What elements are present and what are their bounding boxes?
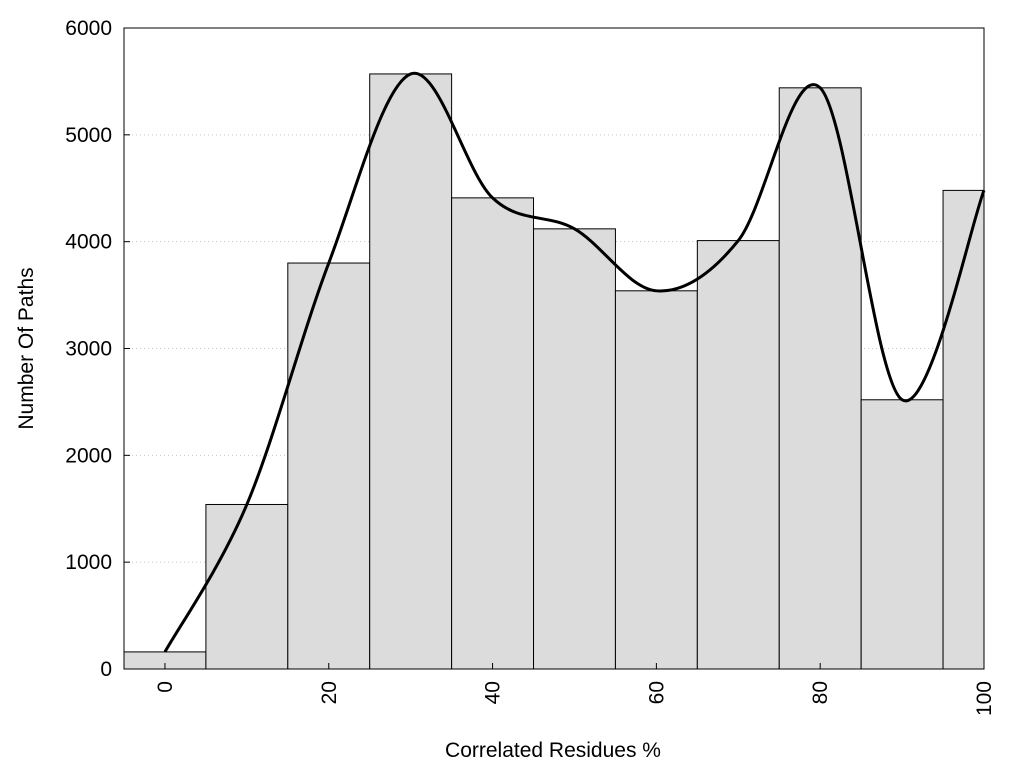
bar xyxy=(696,240,780,670)
y-tick-label: 4000 xyxy=(65,231,112,254)
x-axis-ticks: 0 20 40 60 80 100 xyxy=(154,663,996,716)
x-tick-label: 60 xyxy=(645,681,668,704)
fit-curve-line xyxy=(163,71,986,653)
bar xyxy=(778,87,862,670)
y-tick-label: 3000 xyxy=(65,338,112,361)
y-axis-ticks: 0 1000 2000 3000 4000 5000 6000 xyxy=(65,17,130,681)
x-tick-label: 20 xyxy=(318,681,341,704)
y-tick-label: 6000 xyxy=(65,17,112,40)
x-axis-title: Correlated Residues % xyxy=(445,739,661,762)
bar xyxy=(451,197,535,670)
x-tick-label: 40 xyxy=(482,681,505,704)
x-tick-label: 100 xyxy=(973,681,996,716)
x-tick-label: 80 xyxy=(809,681,832,704)
y-tick-label: 5000 xyxy=(65,124,112,147)
y-axis-title: Number Of Paths xyxy=(15,267,38,429)
x-tick-label: 0 xyxy=(154,681,177,693)
bar xyxy=(942,189,985,670)
bar xyxy=(533,228,616,670)
bar xyxy=(860,399,944,670)
fit-curve xyxy=(163,71,986,653)
bar xyxy=(205,503,289,670)
y-tick-label: 1000 xyxy=(65,551,112,574)
bars xyxy=(123,73,985,670)
y-tick-label: 2000 xyxy=(65,444,112,467)
bar xyxy=(369,73,453,670)
bar xyxy=(287,262,371,670)
y-tick-label: 0 xyxy=(100,658,112,681)
bar xyxy=(614,290,698,670)
